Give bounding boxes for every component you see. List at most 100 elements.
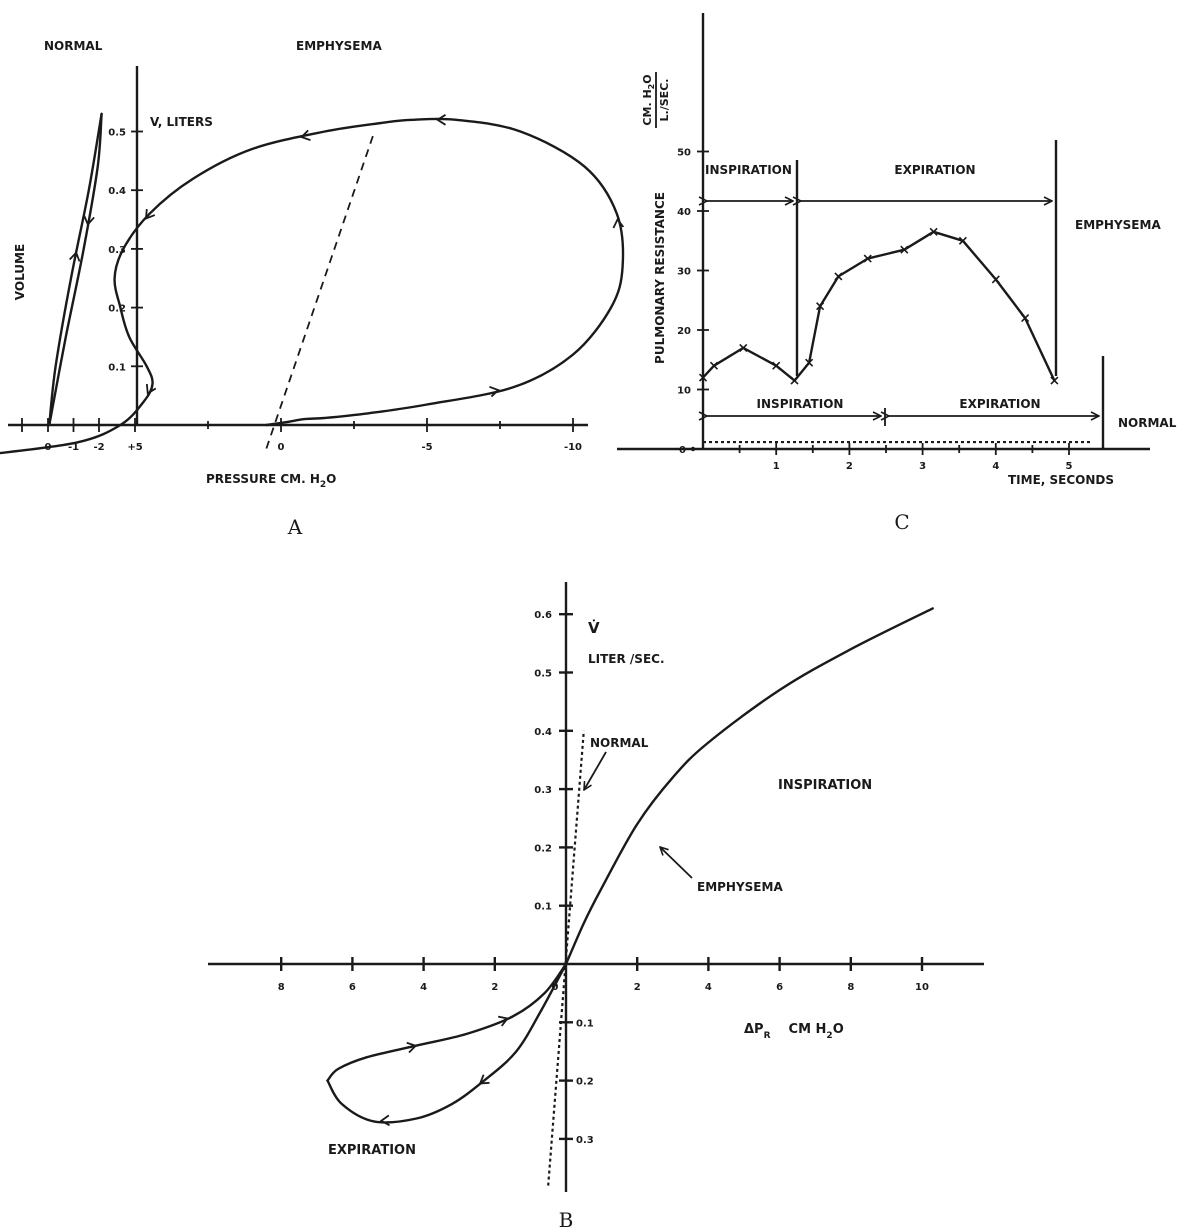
panel-a-normal-arrow-up-0 [69, 250, 81, 262]
panel-b-x-tick-label: 8 [847, 982, 854, 993]
panel-c-inspiration-n-label: INSPIRATION [757, 397, 844, 411]
panel-c-y-unit-top: CM. H2O [641, 74, 656, 125]
panel-a-y-tick-label: 0.5 [108, 128, 126, 139]
panel-b-inspiration-label: INSPIRATION [778, 778, 872, 793]
panel-c-y-tick-label: 10 [677, 386, 691, 397]
panel-c-emphysema-marker-x [805, 358, 814, 367]
panel-a-normal-arrow-down-0-shape [83, 215, 95, 227]
panel-b-expiration-lower-arrow-0 [478, 1074, 490, 1085]
panel-b-x-tick-label: 0 [552, 982, 559, 993]
panel-c-emphysema-marker [958, 236, 967, 245]
panel-c-expiration-em-label: EXPIRATION [894, 163, 975, 177]
panel-b-pressure-unit-end: O [833, 1022, 844, 1037]
panel-c-y-unit-top-text: CM. H [641, 89, 654, 125]
panel-c-emphysema-marker-x [698, 373, 708, 382]
panel-b-pressure-sub: R [764, 1031, 771, 1041]
panel-c-y-tick-label: 40 [677, 207, 691, 218]
panel-b-expiration-upper-arrow-1-shape [498, 1015, 510, 1027]
panel-b-x-tick-label: 2 [634, 982, 641, 993]
panel-b-y-tick-label: 0.4 [534, 727, 552, 738]
panel-b-ticks: 8 6 4 2 0 2 4 6 8 10 0.1 0.2 0.3 0.4 0.5 0.6 0.1 0.2 0.3 [278, 610, 929, 1146]
panel-c-emphysema-marker [772, 361, 781, 370]
panel-a-normal-arrow-down-0 [83, 215, 95, 227]
panel-b-expiration-lower-arrow-1-shape [379, 1114, 390, 1127]
panel-b-normal-label: NORMAL [590, 736, 649, 750]
panel-c-y-label: PULMONARY RESISTANCE [653, 192, 667, 364]
panel-c-emphysema-marker [834, 272, 843, 281]
panel-a-emphysema-arrow-5 [145, 383, 157, 395]
panel-a-emphysema-label: EMPHYSEMA [296, 39, 382, 53]
panel-b-pressure-unit: CM H [789, 1022, 827, 1037]
panel-b-x-tick-label: 6 [349, 982, 356, 993]
panel-c-y-tick-label: 20 [677, 326, 691, 337]
panel-c-y-unit-bottom: L./SEC. [658, 79, 671, 122]
panel-a-pressure-end: O [326, 472, 336, 486]
panel-c-expiration-n-label: EXPIRATION [959, 397, 1040, 411]
panel-c-emphysema-marker [1050, 376, 1059, 385]
panel-b-x-tick-label: 2 [491, 982, 498, 993]
panel-b-pressure-unit-sub: 2 [826, 1031, 832, 1041]
panel-b-emphysema-pointer [660, 847, 693, 879]
panel-a-emphysema-arrow-2-shape [435, 114, 446, 126]
panel-c-inspiration-em-label: INSPIRATION [705, 163, 792, 177]
panel-c-emphysema-marker-x [790, 376, 799, 385]
panel-c-y-tick-label: 30 [677, 267, 691, 278]
panel-c-emphysema-marker [790, 376, 799, 385]
panel-b-y-tick-label: 0.1 [576, 1018, 594, 1029]
panel-a-emphysema-arrow-1-shape [612, 217, 625, 229]
panel-b-x-tick-label: 8 [278, 982, 285, 993]
panel-b-x-tick-label: 4 [420, 982, 427, 993]
panel-a-pressure-text: PRESSURE CM. H [206, 472, 320, 486]
panel-b-emphysema-label: EMPHYSEMA [697, 880, 783, 894]
panel-b-pressure-label: ΔPR CM H2O [744, 1022, 844, 1041]
panel-c-chart: 10 20 30 40 50 1 2 3 4 5 INSPIRATION EXPIRATION E… [617, 13, 1177, 534]
panel-a-curves [0, 112, 625, 455]
panel-a-emphysema-arrow-2 [435, 114, 446, 126]
panel-b-x-tick-label: 10 [915, 982, 929, 993]
panel-b-y-tick-label: 0.2 [576, 1077, 594, 1088]
panel-b-letter: B [559, 1208, 574, 1232]
panel-b-y-tick-label: 0.3 [534, 785, 552, 796]
panel-b-pressure-text: ΔP [744, 1022, 764, 1037]
panel-c-emphysema-marker [739, 343, 748, 352]
panel-c-normal-label: NORMAL [1118, 416, 1177, 430]
panel-a-emphysema-arrow-0-shape [489, 385, 500, 398]
panel-c-x-tick-label: 4 [992, 461, 999, 472]
panel-c-ticks: 10 20 30 40 50 1 2 3 4 5 [677, 148, 1072, 473]
panel-a-emphysema-arrow-4 [144, 209, 156, 220]
panel-a-pressure-label: PRESSURE CM. H2O [206, 472, 336, 490]
panel-a-emphysema-arrow-3-shape [299, 129, 311, 141]
panel-c-emphysema-marker-x [739, 343, 748, 352]
panel-c-x-tick-label: 5 [1066, 461, 1073, 472]
panel-c-x-tick-label: 2 [846, 461, 853, 472]
panel-a-x-tick-label: +5 [127, 442, 142, 453]
panel-c-emphysema-marker [1021, 314, 1030, 323]
panel-c-x-tick-label: 1 [773, 461, 780, 472]
panel-a-x-tick-normal-label: -1 [68, 442, 79, 453]
panel-c-emphysema-marker [991, 275, 1000, 284]
panel-c-markers [698, 227, 1059, 385]
panel-b-x-tick-label: 6 [776, 982, 783, 993]
panel-b-expiration-upper-arrow-0 [406, 1041, 418, 1054]
panel-a-letter: A [287, 515, 303, 539]
panel-a-y-tick-label: 0.4 [108, 186, 126, 197]
panel-a-chart: 0.10.20.30.40.50 -1 -2 +5 0 -5 -10 NORMAL EMPH… [0, 39, 625, 539]
panel-a-volume-label: VOLUME [13, 244, 27, 300]
panel-a-pressure-sub: 2 [320, 480, 326, 490]
panel-c-y-tick-label: 50 [677, 148, 691, 159]
panel-b-expiration-upper-arrow-1 [498, 1015, 510, 1027]
panel-a-normal-upper [48, 112, 103, 427]
panel-c-emphysema-marker-x [958, 236, 967, 245]
panel-c-x-tick-label: 3 [919, 461, 926, 472]
panel-c-emphysema-marker [805, 358, 814, 367]
panel-a-x-tick-label: -5 [421, 442, 432, 453]
panel-b-flow-unit: LITER /SEC. [588, 652, 665, 666]
panel-c-emphysema-marker-x [991, 275, 1000, 284]
panel-c-letter: C [894, 510, 909, 534]
panel-a-y-tick-label: 0.1 [108, 362, 126, 373]
panel-c-emphysema-marker [900, 245, 909, 254]
panel-c-emphysema-marker-x [772, 361, 781, 370]
panel-b-y-tick-label: 0.3 [576, 1135, 594, 1146]
panel-c-y-unit-end: O [641, 74, 654, 83]
